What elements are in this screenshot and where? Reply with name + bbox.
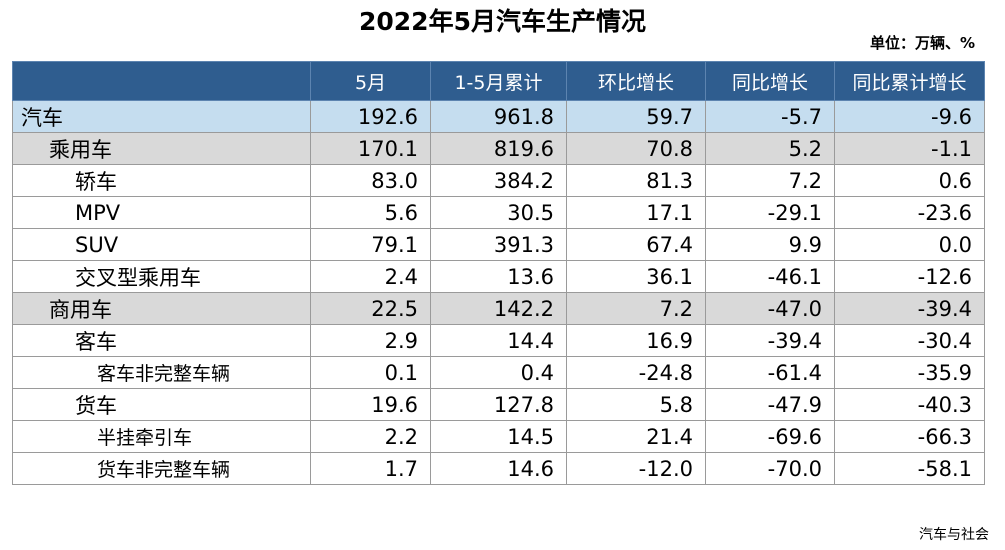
value-cell: -1.1 [834,132,985,165]
value-cell: 9.9 [705,228,835,261]
value-cell: 2.9 [310,324,431,357]
value-cell: -12.6 [834,260,985,293]
value-cell: -40.3 [834,388,985,421]
row-label: 商用车 [12,292,311,325]
value-cell: 5.2 [705,132,835,165]
value-cell: 79.1 [310,228,431,261]
header-cell-mom-growth: 环比增长 [566,61,706,101]
table-row: 轿车 83.0 384.2 81.3 7.2 0.6 [12,164,985,197]
row-label: 交叉型乘用车 [12,260,311,293]
value-cell: 127.8 [430,388,567,421]
table-row: 乘用车 170.1 819.6 70.8 5.2 -1.1 [12,132,985,165]
value-cell: 0.4 [430,356,567,389]
value-cell: -24.8 [566,356,706,389]
value-cell: 16.9 [566,324,706,357]
value-cell: 2.2 [310,420,431,453]
row-label: 客车非完整车辆 [12,356,311,389]
value-cell: 170.1 [310,132,431,165]
header-cell-cumulative: 1-5月累计 [430,61,567,101]
value-cell: 961.8 [430,100,567,133]
value-cell: -29.1 [705,196,835,229]
row-label: MPV [12,196,311,229]
value-cell: 0.1 [310,356,431,389]
value-cell: -61.4 [705,356,835,389]
value-cell: 70.8 [566,132,706,165]
value-cell: 30.5 [430,196,567,229]
table-row: 货车非完整车辆 1.7 14.6 -12.0 -70.0 -58.1 [12,452,985,485]
value-cell: -47.9 [705,388,835,421]
value-cell: -12.0 [566,452,706,485]
value-cell: -70.0 [705,452,835,485]
value-cell: -46.1 [705,260,835,293]
header-cell-category [12,61,311,101]
value-cell: -39.4 [705,324,835,357]
value-cell: 1.7 [310,452,431,485]
value-cell: 14.5 [430,420,567,453]
value-cell: 81.3 [566,164,706,197]
value-cell: 2.4 [310,260,431,293]
footer-watermark: 汽车与社会 [917,526,991,544]
value-cell: 36.1 [566,260,706,293]
value-cell: -39.4 [834,292,985,325]
value-cell: -35.9 [834,356,985,389]
value-cell: -58.1 [834,452,985,485]
value-cell: -9.6 [834,100,985,133]
value-cell: 19.6 [310,388,431,421]
header-cell-yoy-cumulative-growth: 同比累计增长 [834,61,985,101]
production-table: 5月 1-5月累计 环比增长 同比增长 同比累计增长 汽车 192.6 961.8 5… [12,61,985,485]
value-cell: 0.6 [834,164,985,197]
value-cell: 17.1 [566,196,706,229]
header-cell-yoy-growth: 同比增长 [705,61,835,101]
value-cell: 13.6 [430,260,567,293]
row-label: 乘用车 [12,132,311,165]
value-cell: -69.6 [705,420,835,453]
value-cell: 83.0 [310,164,431,197]
value-cell: 22.5 [310,292,431,325]
table-row: 半挂牵引车 2.2 14.5 21.4 -69.6 -66.3 [12,420,985,453]
row-label: 半挂牵引车 [12,420,311,453]
value-cell: 5.8 [566,388,706,421]
value-cell: 14.4 [430,324,567,357]
header-cell-may: 5月 [310,61,431,101]
value-cell: -47.0 [705,292,835,325]
value-cell: 7.2 [566,292,706,325]
value-cell: 142.2 [430,292,567,325]
value-cell: 5.6 [310,196,431,229]
value-cell: -66.3 [834,420,985,453]
page-title: 2022年5月汽车生产情况 [359,7,646,36]
table-row: 交叉型乘用车 2.4 13.6 36.1 -46.1 -12.6 [12,260,985,293]
table-row: 商用车 22.5 142.2 7.2 -47.0 -39.4 [12,292,985,325]
value-cell: -23.6 [834,196,985,229]
value-cell: -5.7 [705,100,835,133]
row-label: 客车 [12,324,311,357]
table-row: 客车 2.9 14.4 16.9 -39.4 -30.4 [12,324,985,357]
table-row: MPV 5.6 30.5 17.1 -29.1 -23.6 [12,196,985,229]
value-cell: 67.4 [566,228,706,261]
value-cell: 7.2 [705,164,835,197]
value-cell: 192.6 [310,100,431,133]
unit-label: 单位：万辆、% [869,34,975,52]
row-label: 货车非完整车辆 [12,452,311,485]
value-cell: 384.2 [430,164,567,197]
row-label: 货车 [12,388,311,421]
table-row: 客车非完整车辆 0.1 0.4 -24.8 -61.4 -35.9 [12,356,985,389]
value-cell: 14.6 [430,452,567,485]
header-row: 5月 1-5月累计 环比增长 同比增长 同比累计增长 [12,61,985,101]
value-cell: 21.4 [566,420,706,453]
row-label: 轿车 [12,164,311,197]
table-row: SUV 79.1 391.3 67.4 9.9 0.0 [12,228,985,261]
value-cell: 0.0 [834,228,985,261]
table-row: 汽车 192.6 961.8 59.7 -5.7 -9.6 [12,100,985,133]
value-cell: -30.4 [834,324,985,357]
row-label: SUV [12,228,311,261]
value-cell: 59.7 [566,100,706,133]
row-label: 汽车 [12,100,311,133]
table-row: 货车 19.6 127.8 5.8 -47.9 -40.3 [12,388,985,421]
value-cell: 391.3 [430,228,567,261]
value-cell: 819.6 [430,132,567,165]
